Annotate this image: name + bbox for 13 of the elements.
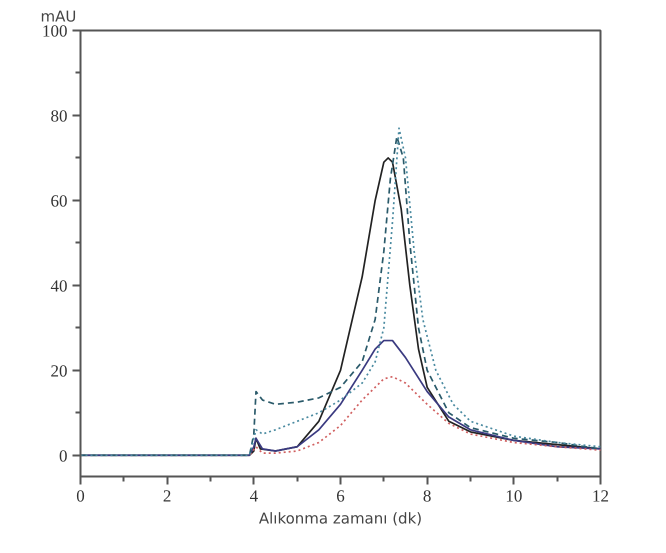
x-tick-label: 4 xyxy=(250,486,259,506)
x-tick-label: 8 xyxy=(422,486,432,506)
y-tick-label: 0 xyxy=(59,446,68,466)
x-tick-label: 6 xyxy=(336,486,345,506)
x-tick-label: 2 xyxy=(162,486,172,506)
y-tick-label: 80 xyxy=(50,106,68,126)
x-axis-title: Alıkonma zamanı (dk) xyxy=(258,510,422,528)
x-tick-label: 10 xyxy=(505,486,522,506)
x-tick-label: 12 xyxy=(592,486,609,506)
y-tick-label: 60 xyxy=(50,191,68,210)
y-tick-label: 20 xyxy=(50,361,68,380)
x-tick-label: 0 xyxy=(76,486,85,506)
y-tick-label: 40 xyxy=(50,276,68,296)
